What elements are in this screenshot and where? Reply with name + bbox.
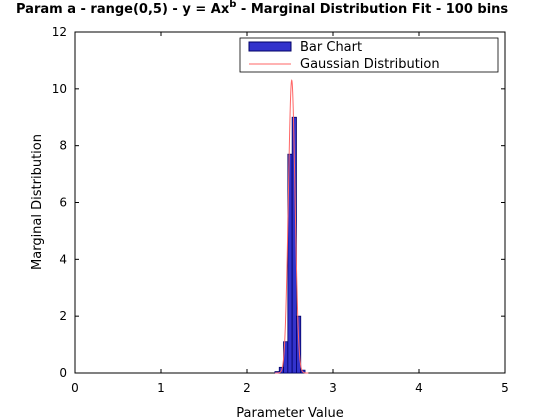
x-tick-label: 4 [415,381,423,395]
y-tick-label: 10 [52,82,67,96]
y-tick-label: 4 [59,252,67,266]
y-tick-label: 8 [59,139,67,153]
y-tick-label: 6 [59,196,67,210]
y-tick-label: 0 [59,366,67,380]
x-ticks-group: 0 1 2 3 4 5 [71,32,509,395]
gaussian-curve-group [275,79,309,374]
legend: Bar Chart Gaussian Distribution [239,37,499,73]
y-axis-label: Marginal Distribution [30,134,45,270]
y-ticks-group: 0 2 4 6 8 10 12 [52,25,505,380]
chart-title-suffix: - Marginal Distribution Fit - 100 bins [236,2,508,17]
x-axis-label: Parameter Value [236,406,343,420]
chart-title-superscript: b [229,0,236,10]
x-tick-label: 5 [501,381,509,395]
chart-title-prefix: Param a - range(0,5) - y = Ax [16,2,230,17]
x-tick-label: 0 [71,381,79,395]
gaussian-curve [275,79,309,374]
legend-swatch-bar-chart [248,41,292,52]
x-tick-label: 2 [243,381,251,395]
legend-label-bar-chart: Bar Chart [300,40,362,55]
x-tick-label: 1 [157,381,165,395]
legend-label-gaussian: Gaussian Distribution [300,57,440,72]
x-tick-label: 3 [329,381,337,395]
y-tick-label: 12 [52,25,67,39]
y-tick-label: 2 [59,309,67,323]
chart-title: Param a - range(0,5) - y = Axb - Margina… [16,0,508,17]
